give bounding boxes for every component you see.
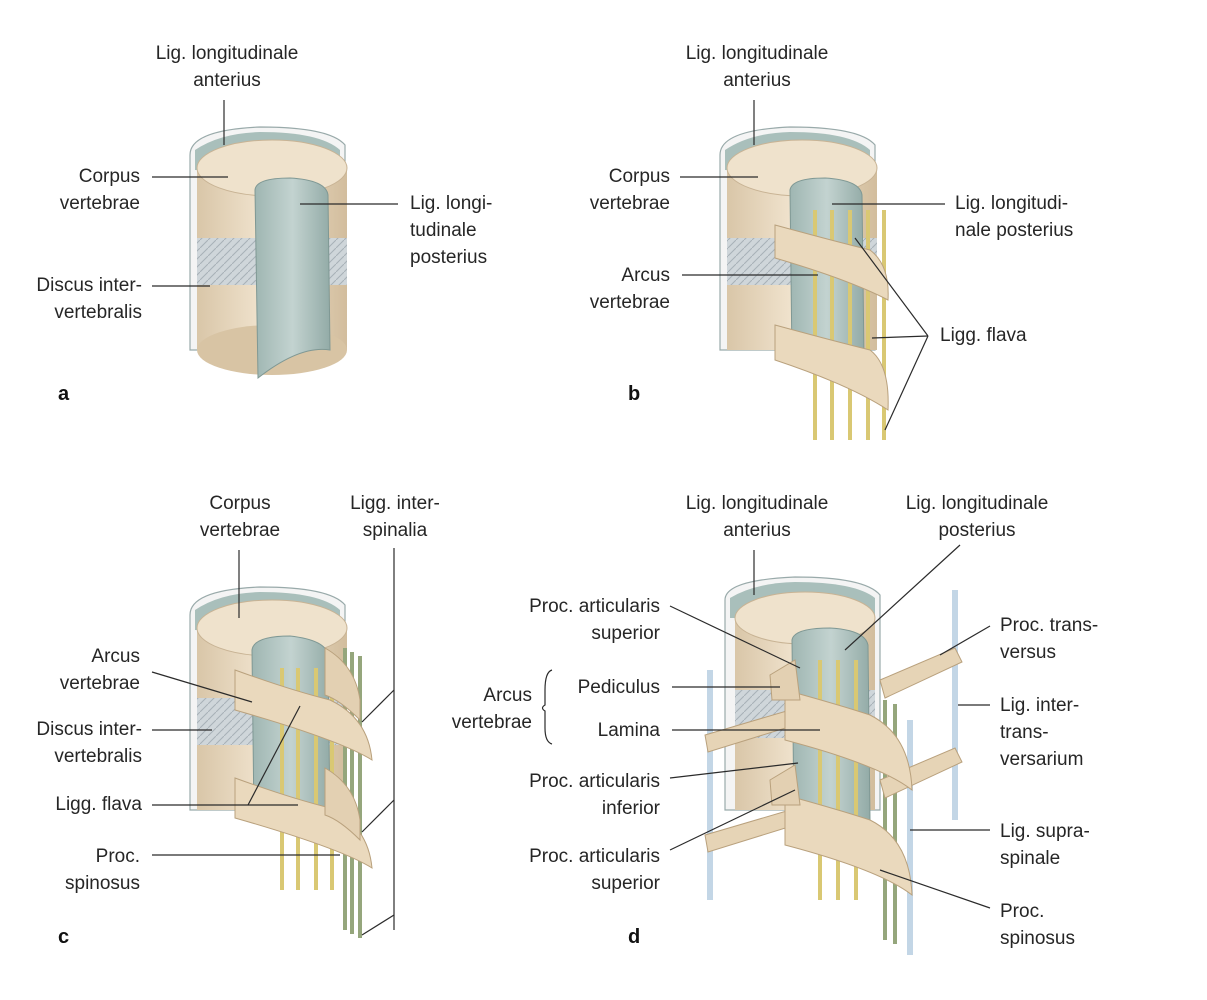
panel-letter-c: c [58, 926, 70, 948]
panel-b-drawing [719, 126, 889, 440]
label-a-discus: Discus inter- vertebralis [36, 275, 142, 323]
lig-intertrans-d [707, 590, 958, 955]
label-d-arcus: Arcus vertebrae [451, 685, 532, 733]
label-c-proc-spinosus: Proc. spinosus [65, 846, 140, 894]
panel-d-drawing [704, 576, 963, 955]
label-d-lig-long-post: Lig. longitudinale posterius [905, 493, 1049, 541]
label-c-corpus: Corpus vertebrae [199, 493, 281, 541]
label-d-lig-long-ant: Lig. longitudinale anterius [685, 493, 829, 541]
label-d-proc-art-sup-top: Proc. articularis superior [529, 596, 660, 644]
label-b-corpus: Corpus vertebrae [589, 166, 670, 214]
panel-letter-a: a [58, 383, 70, 405]
label-d-lig-supraspinale: Lig. supra- spinale [1000, 821, 1090, 869]
label-d-proc-art-inf: Proc. articularis inferior [529, 771, 660, 819]
label-c-ligg-flava: Ligg. flava [55, 794, 142, 815]
label-d-lig-intertrans: Lig. inter- trans- versarium [1000, 695, 1084, 770]
label-b-arcus: Arcus vertebrae [589, 265, 670, 313]
label-b-ligg-flava: Ligg. flava [940, 325, 1027, 346]
panel-c-drawing [189, 586, 373, 938]
arcus-b-upper [774, 224, 889, 301]
label-c-arcus: Arcus vertebrae [59, 646, 140, 694]
label-d-proc-art-sup-bottom: Proc. articularis superior [529, 846, 660, 894]
panel-letter-b: b [628, 383, 641, 405]
leader-lines [151, 100, 991, 936]
arcus-b-lower [774, 324, 889, 411]
label-c-discus: Discus inter- vertebralis [36, 719, 142, 767]
label-b-lig-long-post: Lig. longitudi- nale posterius [955, 193, 1074, 241]
label-d-proc-transversus: Proc. trans- versus [1000, 615, 1099, 663]
label-d-lamina: Lamina [597, 720, 660, 741]
label-a-lig-long-ant: Lig. longitudinale anterius [155, 43, 299, 91]
lig-long-post-a [254, 177, 331, 380]
label-c-ligg-interspinalia: Ligg. inter- spinalia [350, 493, 440, 541]
panel-a-drawing [189, 126, 348, 380]
label-b-lig-long-ant: Lig. longitudinale anterius [685, 43, 829, 91]
label-a-corpus: Corpus vertebrae [59, 166, 140, 214]
label-d-pediculus: Pediculus [577, 677, 660, 698]
label-a-lig-long-post: Lig. longi- tudinale posterius [410, 193, 493, 268]
label-d-proc-spinosus: Proc. spinosus [1000, 901, 1075, 949]
panel-letter-d: d [628, 926, 641, 948]
